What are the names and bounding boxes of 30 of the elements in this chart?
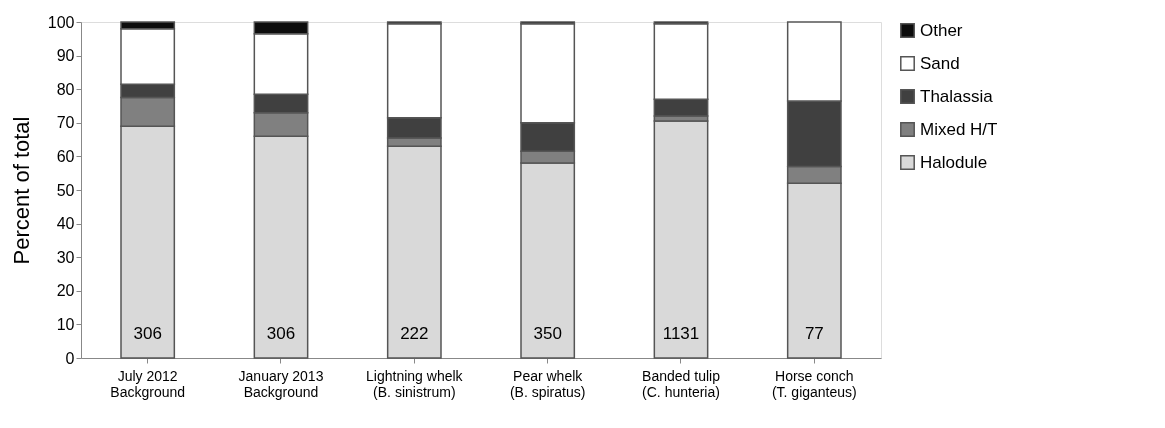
y-tick-label: 50 [56, 181, 75, 199]
x-tick-label: Banded tulip (C. hunteria) [642, 367, 721, 400]
annotation: 306 [133, 324, 162, 343]
x-tick-label: Pear whelk (B. spiratus) [509, 367, 586, 400]
x-tick-label: Horse conch (T. giganteus) [771, 367, 857, 400]
y-tick-label: 70 [56, 114, 75, 132]
legend-label: Thalassia [920, 86, 994, 106]
y-tick-label: 0 [65, 349, 75, 367]
y-tick-label: 10 [56, 315, 75, 333]
bar [653, 120, 709, 359]
y-tick-label: 90 [56, 47, 75, 65]
y-tick-label: 30 [56, 248, 75, 266]
annotation: 77 [804, 324, 824, 343]
annotation: 306 [266, 324, 296, 343]
y-tick-label: 60 [56, 147, 75, 165]
x-tick-label: January 2013 Background [238, 367, 324, 400]
annotation: 1131 [662, 324, 700, 343]
legend-label: Other [920, 20, 963, 40]
annotation: 350 [533, 324, 562, 343]
legend-label: Halodule [920, 152, 988, 172]
x-tick-label: Lightning whelk (B. sinistrum) [366, 367, 464, 400]
x-tick-label: July 2012 Background [110, 367, 186, 400]
y-tick-label: 20 [56, 282, 75, 300]
y-tick-label: 40 [56, 215, 75, 233]
legend-label: Mixed H/T [920, 119, 998, 139]
legend-label: Sand [920, 53, 960, 73]
y-tick-label: 100 [47, 13, 75, 31]
annotation: 222 [400, 324, 429, 343]
y-axis-title: Percent of total [8, 116, 34, 265]
y-tick-label: 80 [56, 80, 75, 98]
